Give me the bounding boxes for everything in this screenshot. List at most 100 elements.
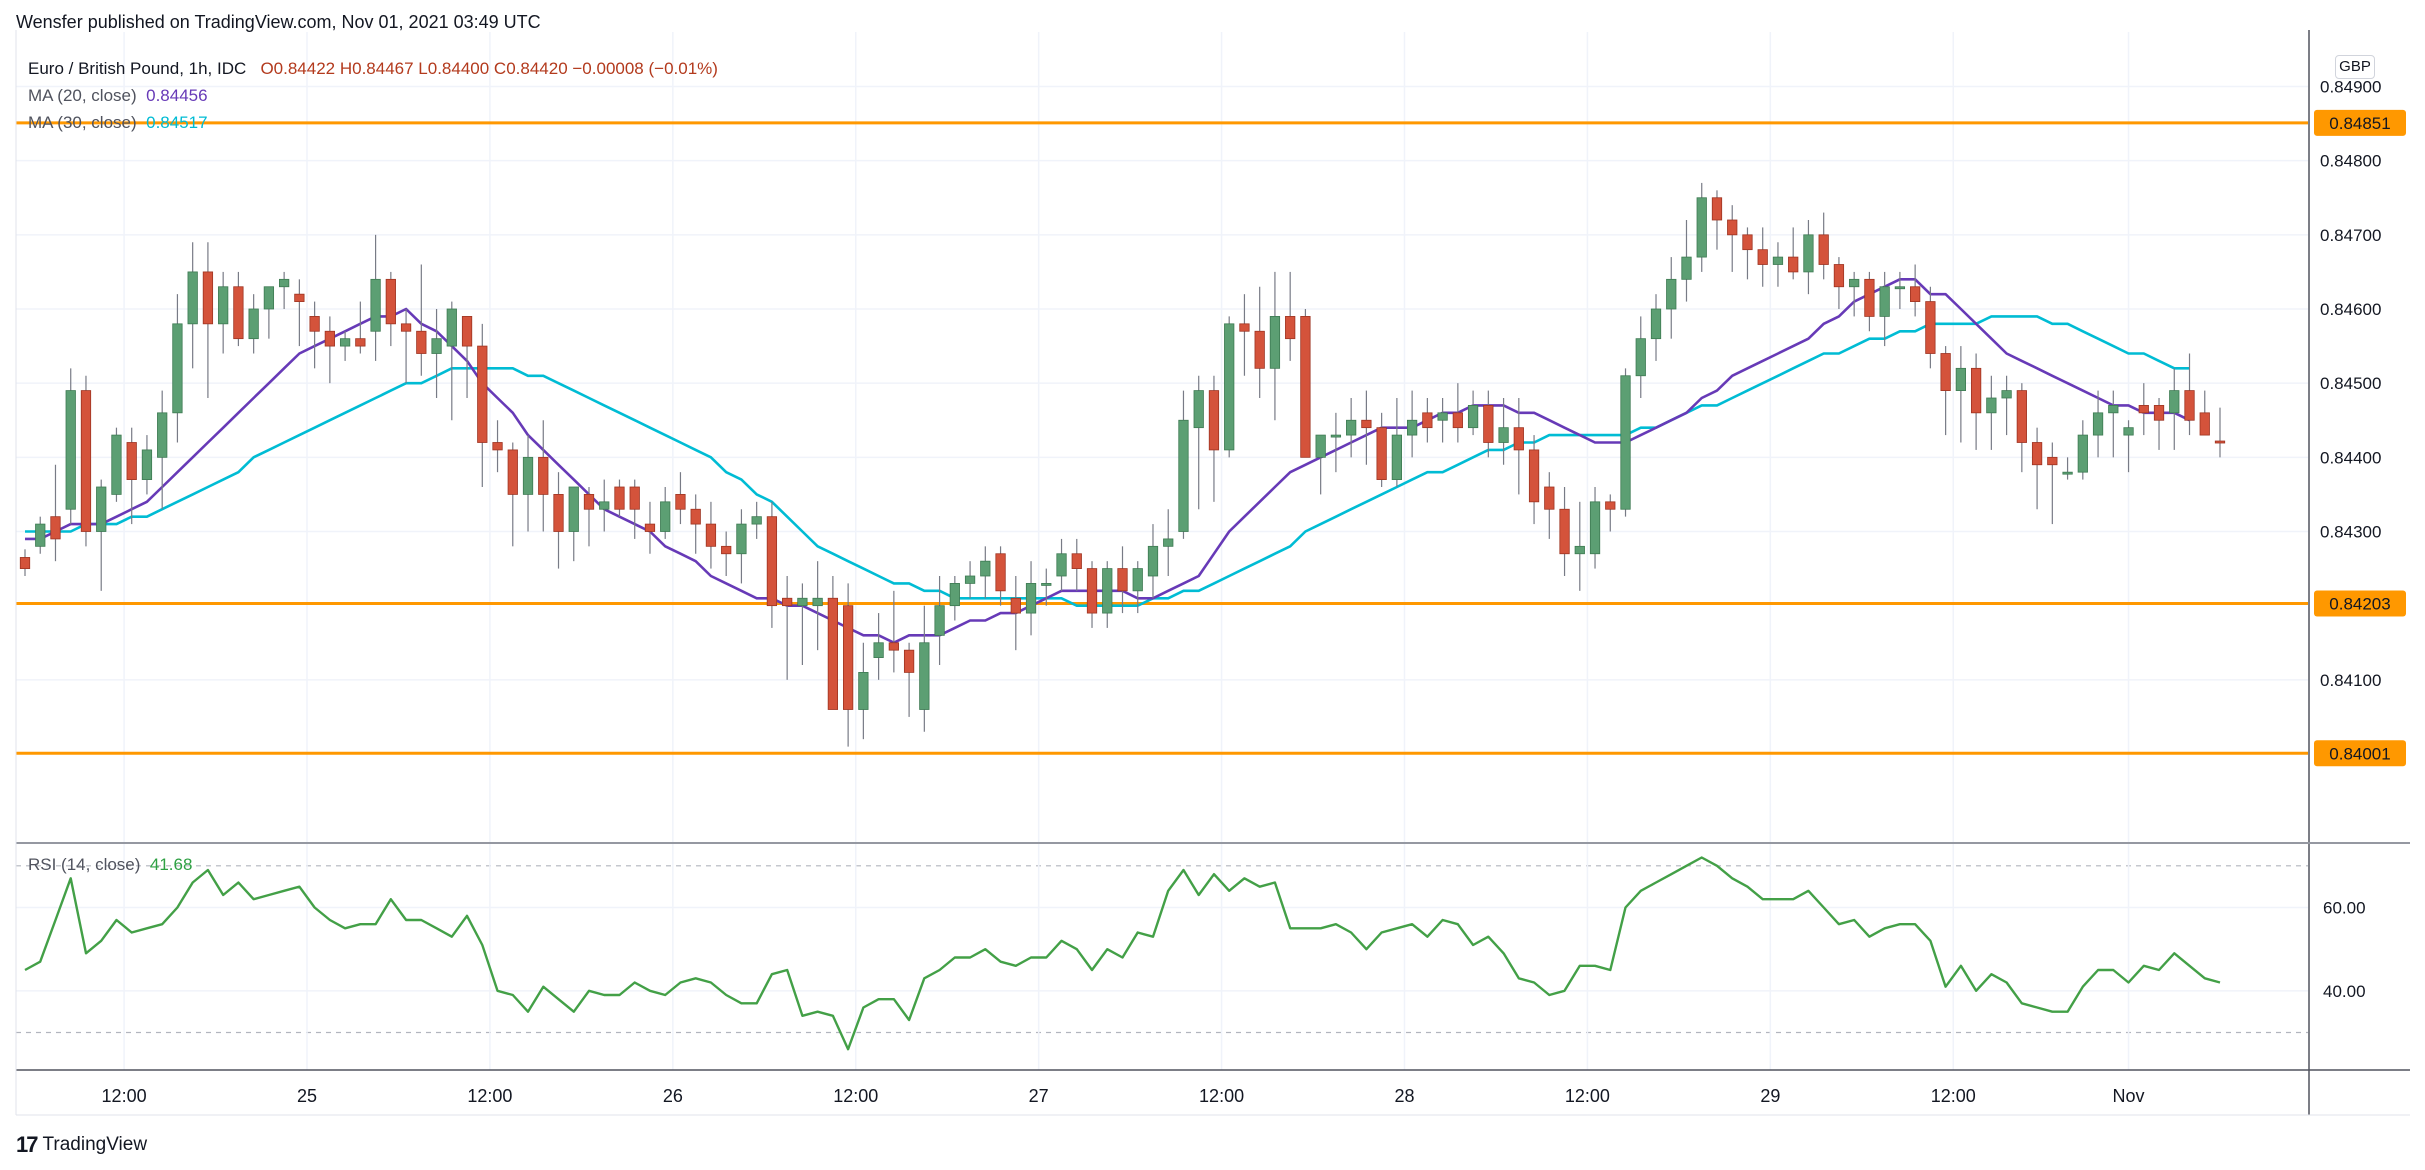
candle-up — [2123, 420, 2134, 473]
candle-body — [1620, 375, 1631, 510]
candle-down — [2199, 390, 2210, 436]
candle-body — [2047, 456, 2058, 466]
candle-body — [538, 456, 549, 495]
tradingview-brand[interactable]: 17 TradingView — [16, 1132, 147, 1158]
candle-body — [1849, 278, 1860, 288]
panel-frame — [15, 30, 2410, 1116]
candle-down — [1833, 257, 1845, 309]
candle-down — [1864, 271, 1875, 332]
time-tick-label: 12:00 — [1931, 1086, 1976, 1106]
candle-up — [370, 234, 381, 361]
ma20-label: MA (20, close) — [28, 86, 137, 105]
candle-body — [964, 575, 976, 584]
candle-up — [949, 576, 960, 621]
candle-up — [599, 479, 610, 532]
candle-down — [1910, 264, 1921, 317]
candle-down — [324, 316, 335, 384]
candle-body — [1254, 330, 1265, 369]
candle-body — [644, 523, 656, 532]
candle-body — [1132, 568, 1143, 592]
candle-down — [1376, 412, 1387, 487]
level-price-label: 0.84203 — [2329, 594, 2390, 613]
candle-body — [736, 523, 747, 555]
candle-body — [477, 345, 488, 443]
candle-down — [538, 420, 549, 532]
candle-body — [934, 605, 945, 636]
candle-body — [1940, 353, 1951, 391]
candle-body — [1239, 323, 1250, 332]
candle-up — [568, 486, 579, 562]
candle-body — [1178, 419, 1189, 532]
candle-body — [1910, 286, 1921, 302]
rsi-label: RSI (14, close) — [28, 855, 141, 874]
ma30-row[interactable]: MA (30, close) 0.84517 — [28, 109, 718, 136]
candle-up — [431, 309, 442, 398]
candle-down — [690, 494, 701, 554]
candle-up — [1391, 398, 1403, 487]
candle-down — [416, 264, 427, 376]
candle-down — [1818, 212, 1829, 280]
candle-down — [614, 479, 625, 517]
time-tick-label: 28 — [1394, 1086, 1414, 1106]
candle-body — [1605, 501, 1616, 510]
rsi-legend[interactable]: RSI (14, close) 41.68 — [28, 855, 192, 875]
currency-badge[interactable]: GBP — [2335, 55, 2375, 79]
candle-down — [1711, 190, 1723, 250]
candle-body — [202, 271, 214, 325]
candle-down — [675, 472, 686, 525]
candle-body — [1696, 197, 1707, 258]
candle-down — [1559, 487, 1570, 576]
candle-down — [80, 375, 92, 547]
candle-up — [35, 516, 46, 554]
candle-body — [461, 316, 473, 347]
candle-up — [1696, 182, 1707, 272]
candle-up — [446, 301, 457, 421]
ma20-row[interactable]: MA (20, close) 0.84456 — [28, 82, 718, 109]
candle-body — [903, 649, 915, 673]
candle-up — [1681, 220, 1692, 302]
candle-up — [1620, 368, 1631, 517]
candle-body — [2077, 434, 2088, 473]
publisher-line: Wensfer published on TradingView.com, No… — [16, 12, 541, 32]
level-price-label: 0.84001 — [2329, 744, 2390, 763]
candle-body — [309, 316, 320, 332]
candle-body — [1711, 197, 1723, 221]
candle-down — [705, 501, 717, 569]
candle-body — [705, 523, 717, 547]
candle-up — [1224, 316, 1235, 458]
candle-body — [1513, 427, 1524, 451]
candle-body — [263, 286, 275, 310]
candle-down — [1727, 205, 1738, 272]
candle-down — [553, 472, 564, 569]
candle-up — [934, 576, 945, 665]
candle-body — [1056, 553, 1067, 577]
candle-down — [995, 546, 1006, 606]
candle-down — [477, 323, 488, 487]
candle-body — [782, 597, 793, 607]
candle-body — [187, 271, 198, 325]
candle-down — [629, 479, 640, 539]
candle-body — [1742, 234, 1753, 251]
symbol-row[interactable]: Euro / British Pound, 1h, IDC O0.84422 H… — [28, 55, 718, 82]
candle-body — [1894, 286, 1906, 290]
candle-body — [324, 330, 335, 347]
candle-body — [1117, 568, 1128, 592]
candle-body — [1757, 249, 1768, 265]
candle-body — [1193, 390, 1204, 429]
candle-down — [1071, 538, 1082, 591]
candle-up — [858, 642, 869, 740]
price-tick-label: 0.84100 — [2320, 671, 2381, 690]
time-axis: 12:00 25 12:00 26 12:00 27 12:00 28 12:00 29 12:00… — [102, 1086, 2145, 1106]
level-price-tag — [2314, 109, 2406, 136]
candle-down — [1010, 576, 1021, 651]
price-tick-label: 0.84800 — [2320, 152, 2381, 171]
candle-up — [2169, 368, 2180, 450]
candle-up — [1406, 390, 1418, 458]
candle-body — [279, 278, 290, 288]
candle-body — [1879, 286, 1890, 317]
candle-body — [1788, 256, 1799, 273]
time-tick-label: Nov — [2113, 1086, 2145, 1106]
candle-body — [370, 278, 381, 332]
candle-down — [1117, 546, 1128, 614]
